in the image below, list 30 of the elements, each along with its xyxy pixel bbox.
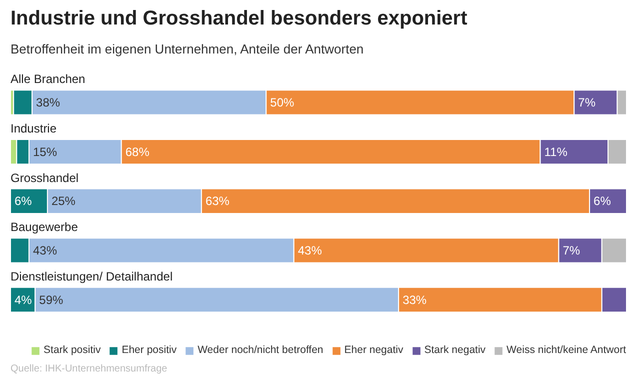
legend-label: Eher positiv (122, 344, 177, 356)
data-label: 33% (402, 292, 427, 307)
data-label: 63% (205, 194, 230, 208)
chart-title: Industrie und Grosshandel besonders exponiert (10, 8, 468, 30)
data-label: 15% (32, 144, 58, 159)
data-label: 4% (14, 292, 32, 307)
y-tick-label: Baugewerbe (10, 220, 78, 234)
data-label: 38% (36, 95, 60, 110)
source-note: Quelle: IHK-Unternehmensumfrage (10, 364, 168, 374)
legend-label: Eher negativ (344, 344, 404, 356)
legend-label: Weder noch/nicht betroffen (198, 344, 324, 356)
data-label: 50% (270, 95, 294, 110)
data-label: 43% (298, 243, 322, 258)
y-tick-label: Dienstleistungen/ Detailhandel (10, 269, 173, 284)
y-tick-label: Industrie (10, 121, 57, 136)
data-label: 59% (39, 292, 64, 307)
legend-label: Stark negativ (424, 344, 486, 356)
data-label: 68% (125, 144, 150, 159)
chart-subtitle: Betroffenheit im eigenen Unternehmen, Anteile der Antworten (10, 42, 364, 56)
data-label: 7% (562, 243, 580, 258)
data-label: 6% (594, 194, 612, 208)
data-label: 43% (32, 243, 58, 258)
y-tick-label: Alle Branchen (10, 72, 86, 86)
y-tick-label: Grosshandel (10, 170, 79, 185)
legend-label: Stark positiv (44, 344, 101, 356)
data-label: 7% (578, 95, 596, 110)
data-label: 11% (544, 144, 568, 159)
data-label: 25% (51, 194, 76, 208)
data-label: 6% (14, 194, 32, 208)
legend-label: Weiss nicht/keine Antwort (506, 344, 626, 356)
